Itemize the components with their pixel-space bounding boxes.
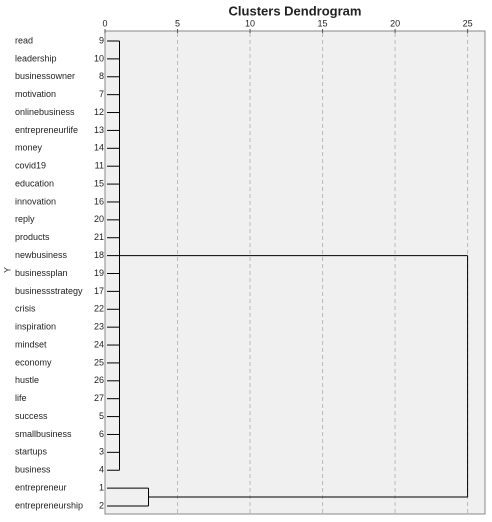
case-number: 27 [94,393,104,403]
case-number: 26 [94,375,104,385]
plot-area [104,30,486,515]
leaf-label: businessstrategy [15,286,83,296]
leaf-label: leadership [15,53,57,63]
case-number: 2 [99,500,104,510]
leaf-label: life [15,393,27,403]
case-number: 19 [94,268,104,278]
leaf-label: businessowner [15,71,75,81]
case-number: 20 [94,214,104,224]
leaf-label: motivation [15,89,56,99]
case-number: 16 [94,196,104,206]
leaf-label: crisis [15,304,36,314]
leaf-label: hustle [15,375,39,385]
leaf-label: business [15,465,51,475]
case-number: 10 [94,53,104,63]
case-number: 23 [94,322,104,332]
leaf-label: success [15,411,48,421]
leaf-label: entrepreneur [15,482,67,492]
case-number: 1 [99,482,104,492]
case-number: 9 [99,35,104,45]
leaf-label: read [15,35,33,45]
leaf-label: entrepreneurship [15,500,83,510]
leaf-label: newbusiness [15,250,68,260]
case-number: 13 [94,125,104,135]
chart-title: Clusters Dendrogram [229,3,362,18]
case-number: 22 [94,304,104,314]
case-number: 4 [99,465,104,475]
leaf-label: startups [15,447,48,457]
x-tick-label: 15 [318,18,328,28]
leaf-label: onlinebusiness [15,107,75,117]
leaf-label: businessplan [15,268,68,278]
case-number: 15 [94,178,104,188]
x-tick-label: 0 [102,18,107,28]
leaf-label: inspiration [15,322,56,332]
leaf-label: economy [15,357,52,367]
case-number: 14 [94,143,104,153]
case-number: 12 [94,107,104,117]
case-number: 6 [99,429,104,439]
leaf-label: education [15,178,54,188]
leaf-label: products [15,232,50,242]
case-number: 18 [94,250,104,260]
case-number: 25 [94,357,104,367]
case-number: 21 [94,232,104,242]
case-number: 5 [99,411,104,421]
leaf-label: entrepreneurlife [15,125,78,135]
leaf-label: mindset [15,339,47,349]
x-tick-label: 20 [390,18,400,28]
y-axis-label: Y [2,267,12,273]
leaf-label: smallbusiness [15,429,72,439]
case-number: 7 [99,89,104,99]
case-number: 17 [94,286,104,296]
leaf-label: covid19 [15,161,46,171]
x-tick-label: 5 [175,18,180,28]
leaf-label: reply [15,214,35,224]
case-number: 3 [99,447,104,457]
case-number: 8 [99,71,104,81]
case-number: 24 [94,339,104,349]
leaf-label: innovation [15,196,56,206]
x-tick-label: 25 [463,18,473,28]
case-number: 11 [95,161,104,171]
x-tick-label: 10 [245,18,255,28]
leaf-label: money [15,143,43,153]
